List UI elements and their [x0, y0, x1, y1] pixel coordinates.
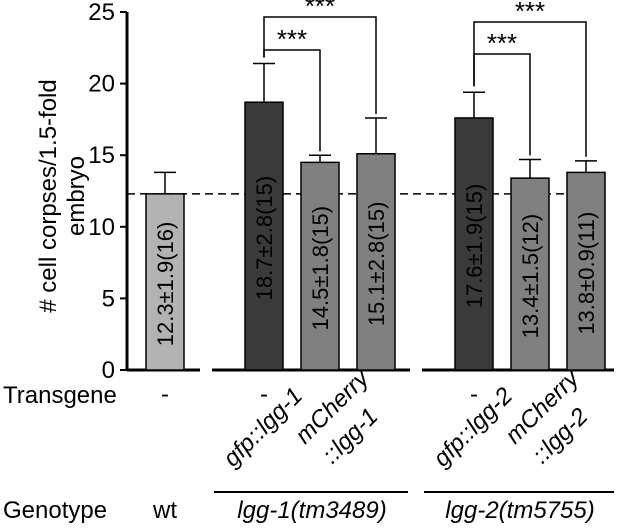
y-tick-label-4: 20: [88, 71, 115, 98]
bar-3: [356, 153, 396, 371]
bar-label-1: 18.7±2.8(15): [252, 176, 277, 301]
y-tick-label-3: 15: [88, 142, 115, 169]
bar-label-2: 14.5±1.8(15): [308, 206, 333, 331]
significance-label-3: ***: [515, 0, 545, 26]
y-tick-label-1: 5: [102, 285, 115, 312]
y-axis-label: # cell corpses/1.5-fold: [35, 79, 62, 312]
significance-bracket-3: [473, 21, 587, 157]
significance-bracket-1: [263, 16, 377, 114]
bar-label-0: 12.3±1.9(16): [153, 222, 178, 347]
bar-1: [244, 101, 284, 371]
significance-brackets: ************: [263, 0, 587, 157]
y-tick-label-0: 0: [102, 357, 115, 384]
bar-4: [454, 117, 494, 371]
y-axis-label-2: embryo: [63, 156, 90, 236]
bar-label-5: 13.4±1.5(12): [518, 214, 543, 339]
significance-label-1: ***: [305, 0, 335, 21]
genotype-label-lgg2: lgg-2(tm5755): [445, 497, 594, 524]
bar-label-6: 13.8±0.9(11): [574, 212, 599, 335]
significance-label-0: ***: [277, 24, 307, 54]
bar-2: [300, 161, 340, 371]
genotype-label-lgg1: lgg-1(tm3489): [237, 497, 386, 524]
genotype-label-wt: wt: [152, 497, 177, 524]
y-tick-label-5: 25: [88, 0, 115, 26]
bar-label-4: 17.6±1.9(15): [462, 184, 487, 309]
bar-6: [566, 171, 606, 371]
transgene-label-wt: -: [161, 381, 169, 408]
bar-label-3: 15.1±2.8(15): [364, 202, 389, 327]
significance-label-2: ***: [487, 28, 517, 58]
y-tick-label-2: 10: [88, 214, 115, 241]
transgene-label-lgg2-none: -: [470, 381, 478, 408]
transgene-row-label: Transgene: [3, 382, 117, 409]
genotype-row-label: Genotype: [3, 497, 107, 524]
bars: 12.3±1.9(16) 18.7±2.8(15) 14.5±1.8(15) 15.1…: [145, 62, 606, 371]
transgene-label-lgg1-none: -: [260, 381, 268, 408]
